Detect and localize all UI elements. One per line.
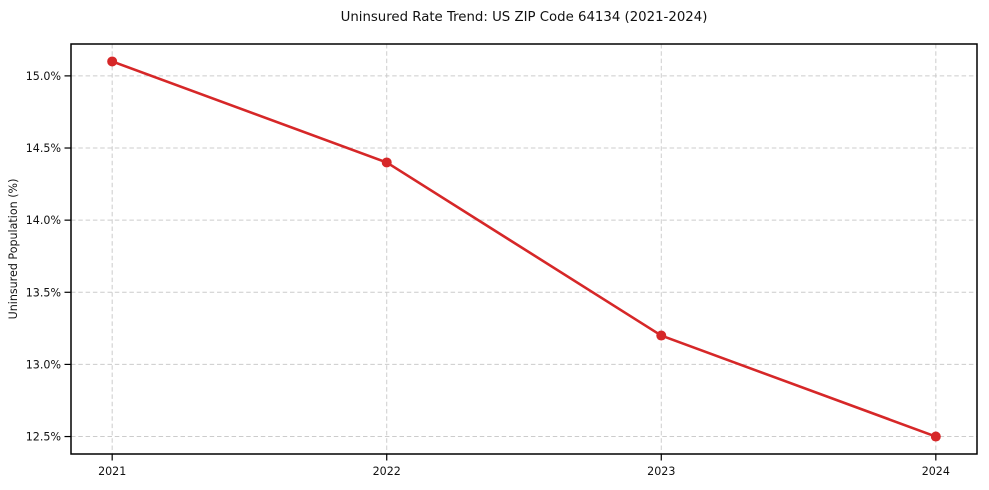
y-tick-label: 14.0% [26,214,61,227]
data-point-marker [930,431,941,442]
plot-border [70,43,978,455]
x-tick-label: 2024 [922,465,950,478]
data-point-marker [107,56,118,67]
y-tick-label: 14.5% [26,142,61,155]
gridlines [71,44,977,454]
chart-title: Uninsured Rate Trend: US ZIP Code 64134 … [341,10,708,25]
y-tick-label: 15.0% [26,70,61,83]
data-point-marker [381,157,392,168]
x-tick-label: 2021 [98,465,126,478]
tick-marks [64,75,937,461]
y-tick-label: 12.5% [26,431,61,444]
trend-line [110,60,938,438]
data-point-marker [656,330,667,341]
tick-labels: 12.5% 13.0% 13.5% 14.0% 14.5% 15.0% 2021 2022 20… [26,70,950,478]
data-points [107,56,941,442]
x-tick-label: 2023 [647,465,675,478]
y-tick-label: 13.5% [26,286,61,299]
y-axis-label: Uninsured Population (%) [7,179,20,320]
x-tick-label: 2022 [373,465,401,478]
y-tick-label: 13.0% [26,358,61,371]
